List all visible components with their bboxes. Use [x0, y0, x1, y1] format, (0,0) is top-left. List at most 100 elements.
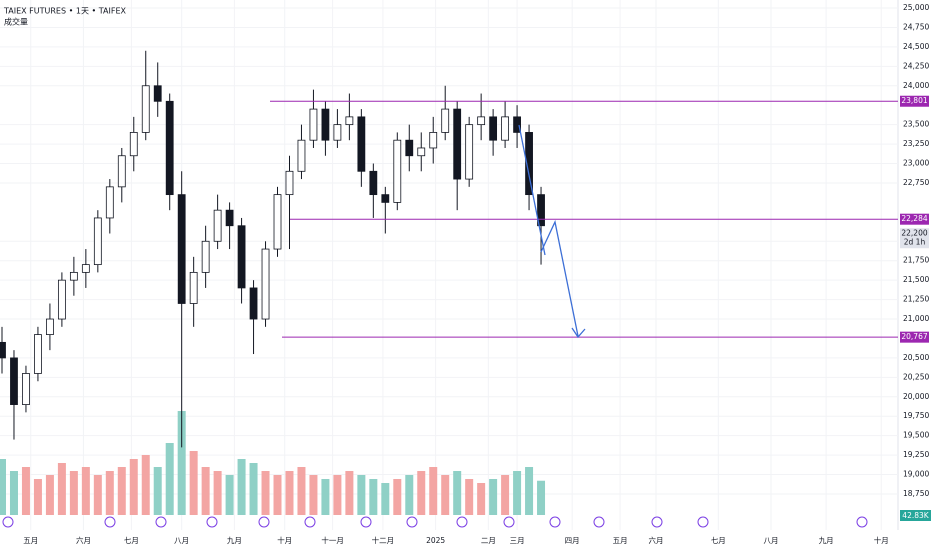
- volume-bar: [441, 475, 450, 515]
- candle-body: [273, 194, 282, 250]
- volume-bar: [477, 483, 486, 515]
- event-icons: [2, 516, 868, 528]
- price-line-label-box: [900, 95, 929, 107]
- y-tick-label: 23,250: [903, 139, 929, 148]
- candle-body: [501, 116, 510, 141]
- volume-bar: [489, 479, 498, 515]
- candle-body: [417, 147, 426, 157]
- volume-bar: [201, 467, 210, 515]
- candle-body: [93, 217, 102, 266]
- x-tick-label: 七月: [124, 536, 139, 545]
- candle-body: [261, 248, 270, 320]
- candle-body: [489, 116, 498, 141]
- x-tick-label: 二月: [481, 536, 496, 545]
- candle-body: [141, 85, 150, 133]
- volume-bar: [237, 459, 246, 515]
- volume-bar: [501, 475, 510, 515]
- volume-bar: [45, 475, 54, 515]
- x-tick-label: 九月: [819, 536, 834, 545]
- x-tick-label: 八月: [174, 536, 189, 545]
- event-icon: [856, 516, 868, 528]
- y-tick-label: 21,000: [903, 314, 929, 323]
- volume-bar: [273, 475, 282, 515]
- candle-body: [153, 85, 162, 102]
- y-tick-label: 19,500: [903, 431, 929, 440]
- y-tick-label: 23,000: [903, 159, 929, 168]
- x-tick-label: 十一月: [321, 535, 344, 545]
- y-tick-label: 18,750: [903, 489, 929, 498]
- y-tick-label: 20,500: [903, 353, 929, 362]
- candle-body: [525, 132, 533, 196]
- y-tick-label: 20,000: [903, 392, 929, 401]
- last-price-box: [900, 228, 929, 249]
- price-line-label: 22,284: [901, 214, 927, 223]
- volume-label: 42.83K: [902, 511, 929, 520]
- volume-bar: [405, 475, 414, 515]
- event-icon: [503, 516, 515, 528]
- x-tick-label: 八月: [764, 536, 779, 545]
- candle-body: [46, 318, 54, 335]
- candle-body: [405, 139, 414, 157]
- volume-bar: [393, 479, 402, 515]
- y-tick-label: 19,250: [903, 450, 929, 459]
- projection-arrow: [540, 219, 579, 337]
- volume-bar: [0, 459, 6, 515]
- y-tick-label: 22,750: [903, 178, 929, 187]
- volume-label-box: [900, 510, 931, 521]
- y-tick-label: 21,750: [903, 256, 929, 265]
- x-tick-label: 十二月: [372, 535, 395, 545]
- y-tick-label: 24,750: [903, 22, 929, 31]
- candle-body: [297, 139, 306, 172]
- candle-body: [465, 124, 474, 180]
- y-tick-label: 25,000: [903, 3, 929, 12]
- volume-bar: [321, 479, 330, 515]
- volume-bar: [57, 463, 66, 515]
- y-tick-label: 24,250: [903, 61, 929, 70]
- candle-body: [129, 132, 138, 157]
- candle-body: [0, 341, 6, 359]
- candle-body: [201, 240, 210, 273]
- y-tick-label: 19,750: [903, 411, 929, 420]
- volume-bar: [9, 471, 18, 515]
- event-icon: [406, 516, 418, 528]
- volume-bar: [333, 475, 342, 515]
- y-tick-label: 19,000: [903, 470, 929, 479]
- volume-bar: [465, 479, 474, 515]
- volume-bar: [261, 471, 270, 515]
- candle-body: [225, 209, 234, 227]
- price-line-label-box: [900, 331, 929, 343]
- candle-body: [117, 155, 126, 188]
- volume-bar: [537, 480, 546, 515]
- volume-bar: [429, 467, 438, 515]
- volume-bar: [513, 471, 522, 515]
- candle-body: [393, 139, 402, 203]
- trend-line: [518, 124, 546, 256]
- volume-bar: [225, 475, 234, 515]
- event-icon: [2, 516, 14, 528]
- volume-bar: [381, 483, 390, 515]
- candle-body: [513, 116, 521, 133]
- volume-bar: [285, 471, 294, 515]
- candle-body: [309, 108, 318, 141]
- volume-bar: [129, 459, 138, 515]
- volume-bar: [93, 475, 102, 515]
- candle-body: [381, 194, 390, 203]
- x-tick-label: 七月: [711, 536, 726, 545]
- x-tick-label: 六月: [76, 535, 91, 545]
- x-tick-label: 四月: [565, 536, 580, 545]
- candle-body: [105, 186, 114, 219]
- volume-bar: [117, 467, 126, 515]
- volume-bar: [213, 471, 222, 515]
- volume-bar: [153, 467, 162, 515]
- candle-body: [237, 225, 246, 289]
- volume-bar: [189, 451, 198, 515]
- candle-body: [285, 170, 294, 196]
- y-tick-label: 21,500: [903, 275, 929, 284]
- volume-bar: [417, 471, 426, 515]
- event-icon: [360, 516, 372, 528]
- candle-body: [69, 271, 78, 281]
- chart-title: TAIEX FUTURES • 1天 • TAIFEX: [3, 7, 127, 16]
- price-line-label: 23,801: [901, 96, 927, 105]
